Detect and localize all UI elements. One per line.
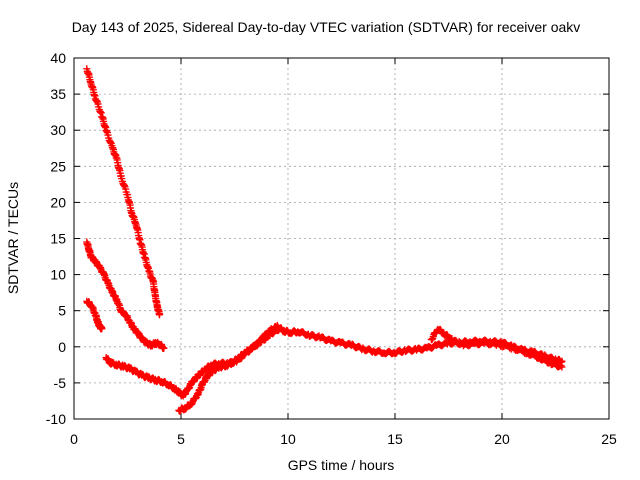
x-axis-label: GPS time / hours	[288, 457, 395, 473]
y-tick-label: 35	[50, 86, 66, 102]
chart-title: Day 143 of 2025, Sidereal Day-to-day VTE…	[72, 19, 581, 35]
data-point	[558, 357, 566, 365]
series-track-mid	[83, 238, 168, 353]
series-track-low	[102, 325, 284, 400]
grid	[74, 58, 609, 419]
y-tick-label: 40	[50, 50, 66, 66]
series-track-late-bump	[427, 325, 566, 371]
x-tick-label: 15	[387, 431, 403, 447]
y-tick-label: 10	[50, 267, 66, 283]
series-track-short	[83, 297, 106, 333]
data-series	[83, 65, 566, 415]
data-point	[118, 174, 126, 183]
x-tick-label: 10	[280, 431, 296, 447]
y-tick-label: 20	[50, 194, 66, 210]
y-tick-label: 5	[58, 303, 66, 319]
x-tick-label: 25	[601, 431, 617, 447]
data-point	[98, 325, 106, 333]
y-tick-label: 15	[50, 231, 66, 247]
x-tick-label: 5	[177, 431, 185, 447]
data-point	[160, 344, 168, 352]
y-tick-label: 30	[50, 122, 66, 138]
y-tick-label: 0	[58, 339, 66, 355]
series-track-high	[83, 65, 164, 319]
axis-ticks: 0 5 10 15 20 25 -10 -5 0 5 10 15 20 25 30 35 40	[46, 50, 617, 447]
data-point	[558, 363, 566, 371]
x-tick-label: 20	[494, 431, 510, 447]
y-axis-label: SDTVAR / TECUs	[5, 182, 21, 294]
data-point	[155, 310, 164, 319]
series-track-long	[175, 321, 566, 415]
y-tick-label: -5	[54, 375, 67, 391]
y-tick-label: 25	[50, 158, 66, 174]
y-tick-label: -10	[46, 411, 66, 427]
plot-frame	[73, 57, 610, 420]
x-tick-label: 0	[70, 431, 78, 447]
